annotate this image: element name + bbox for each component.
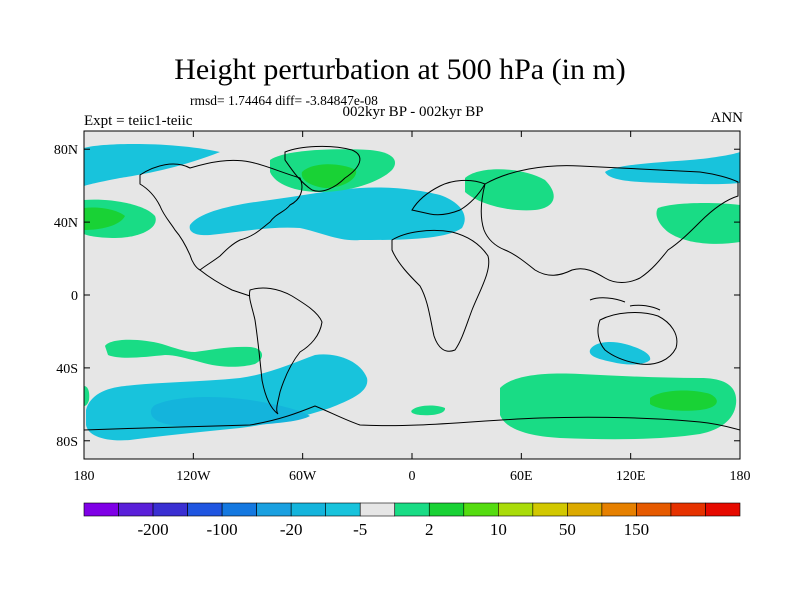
colorbar-swatch: [394, 502, 430, 517]
colorbar-swatch: [325, 502, 361, 517]
lon-tick-label: 60E: [510, 469, 533, 484]
colorbar-swatch: [152, 502, 188, 517]
lon-tick-label: 120E: [616, 469, 646, 484]
rmsd-stats: rmsd= 1.74464 diff= -3.84847e-08: [190, 93, 378, 108]
season-label: ANN: [710, 110, 744, 126]
anomaly-region: [465, 169, 554, 211]
anomaly-region: [84, 143, 220, 186]
lat-tick-label: 40N: [54, 216, 78, 231]
lon-tick-label: 0: [409, 469, 416, 484]
coastline-africa: [391, 229, 490, 352]
colorbar-swatch: [290, 502, 326, 517]
chart-title: Height perturbation at 500 hPa (in m): [174, 53, 626, 86]
colorbar-label: 150: [624, 520, 650, 539]
colorbar-swatch: [532, 502, 568, 517]
colorbar-label: -5: [353, 520, 367, 539]
anomaly-fields: [84, 143, 740, 441]
lat-tick-label: 80N: [54, 143, 78, 158]
lat-tick-label: 40S: [56, 362, 78, 377]
longitude-axis: 180 120W 60W 0 60E 120E 180: [74, 131, 751, 484]
colorbar-swatch: [118, 502, 154, 517]
coastline-south-america: [249, 287, 323, 415]
coastline-greenland: [284, 145, 361, 192]
anomaly-region: [84, 207, 125, 230]
colorbar-label: 2: [425, 520, 434, 539]
colorbar-swatch: [221, 502, 257, 517]
colorbar-label: -100: [207, 520, 238, 539]
coastline-central-america: [199, 269, 251, 297]
anomaly-region: [650, 390, 717, 411]
anomaly-region: [189, 187, 465, 241]
anomaly-region: [500, 373, 737, 440]
experiment-label: Expt = teiic1-teiic: [84, 113, 193, 129]
colorbar-label: 50: [559, 520, 576, 539]
lon-tick-label: 180: [730, 469, 751, 484]
coastline-indonesia: [589, 297, 661, 311]
colorbar-swatch: [256, 502, 292, 517]
colorbar-swatch: [601, 502, 637, 517]
colorbar-swatch: [359, 502, 396, 517]
coastline-antarctica: [84, 405, 740, 431]
lon-tick-label: 120W: [176, 469, 211, 484]
colorbar-swatch: [463, 502, 499, 517]
lat-tick-label: 80S: [56, 435, 78, 450]
anomaly-region: [411, 405, 446, 416]
colorbar-swatch: [636, 502, 672, 517]
lat-tick-label: 0: [71, 289, 78, 304]
colorbar: -200 -100 -20 -5 2 10 50 150: [83, 502, 741, 539]
coastline-north-america: [139, 159, 303, 271]
coastlines: [84, 145, 740, 431]
latitude-axis: 80N 40N 0 40S 80S: [54, 143, 740, 450]
anomaly-region: [105, 339, 263, 367]
colorbar-swatch: [428, 502, 465, 517]
colorbar-swatch: [83, 502, 119, 517]
period-label: 002kyr BP - 002kyr BP: [342, 104, 484, 120]
anomaly-region: [589, 342, 651, 365]
colorbar-swatch: [567, 502, 603, 517]
coastline-asia: [480, 165, 739, 283]
lon-tick-label: 180: [74, 469, 95, 484]
colorbar-swatch: [498, 502, 534, 517]
colorbar-label: -200: [137, 520, 168, 539]
colorbar-swatch: [187, 502, 223, 517]
anomaly-region: [84, 386, 90, 406]
anomaly-region: [605, 152, 740, 185]
coastline-australia: [597, 312, 678, 365]
lon-tick-label: 60W: [289, 469, 317, 484]
colorbar-label: -20: [280, 520, 303, 539]
anomaly-region: [301, 164, 357, 188]
colorbar-label: 10: [490, 520, 507, 539]
colorbar-swatch: [670, 502, 706, 517]
colorbar-swatch: [705, 502, 741, 517]
